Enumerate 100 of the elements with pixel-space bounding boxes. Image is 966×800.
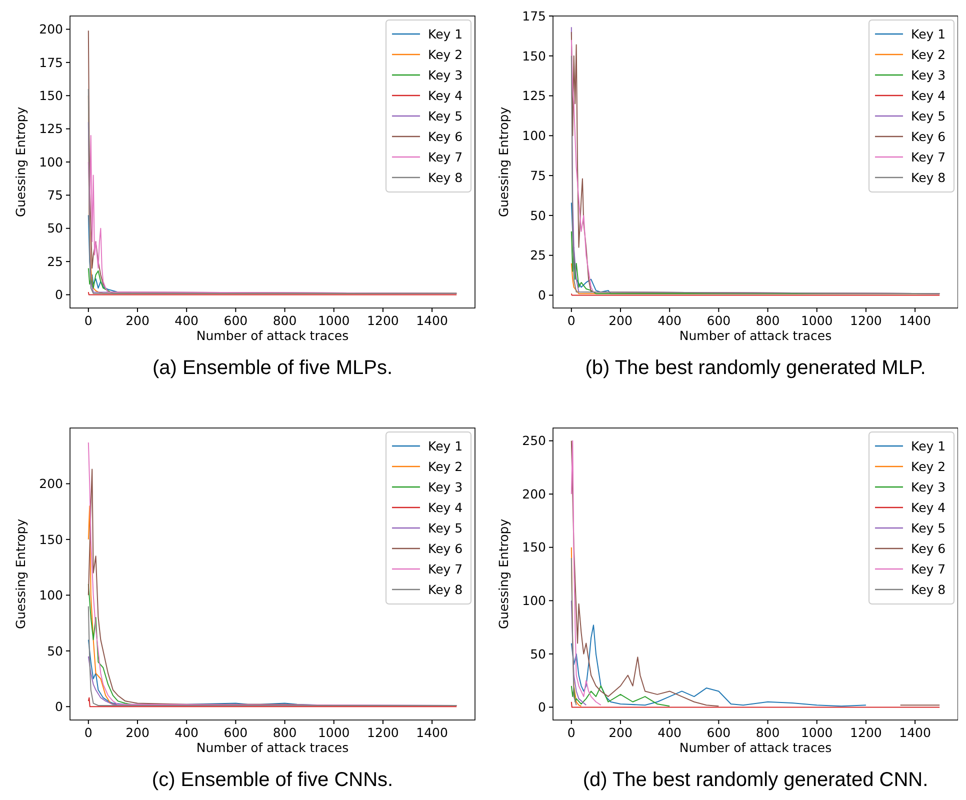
- legend-label: Key 7: [911, 561, 946, 576]
- y-tick-label: 25: [530, 248, 546, 263]
- y-axis-title: Guessing Entropy: [13, 106, 28, 218]
- text: (c) Ensemble of five CNNs.: [152, 769, 394, 791]
- x-tick-label: 600: [224, 313, 248, 328]
- y-axis-title: Guessing Entropy: [496, 106, 511, 218]
- y-tick-label: 75: [47, 188, 63, 203]
- x-tick-label: 0: [567, 313, 576, 328]
- x-tick-label: 1200: [367, 313, 399, 328]
- legend-label: Key 1: [428, 26, 463, 42]
- y-tick-label: 125: [522, 88, 546, 104]
- legend-label: Key 7: [911, 149, 946, 164]
- y-tick-label: 0: [55, 287, 64, 302]
- x-tick-label: 1000: [800, 313, 833, 328]
- x-tick-label: 0: [567, 725, 576, 740]
- y-tick-label: 150: [39, 88, 64, 104]
- x-axis-title: Number of attack traces: [679, 740, 832, 755]
- y-tick-label: 200: [522, 486, 546, 502]
- legend-label: Key 1: [428, 438, 463, 454]
- x-tick-label: 0: [84, 725, 92, 740]
- y-tick-label: 50: [47, 643, 64, 658]
- y-tick-label: 75: [530, 168, 546, 183]
- x-tick-label: 1400: [416, 313, 448, 328]
- x-tick-label: 600: [706, 725, 731, 740]
- legend-label: Key 7: [428, 149, 463, 164]
- x-tick-label: 1200: [367, 725, 399, 740]
- x-tick-label: 400: [658, 725, 682, 740]
- y-tick-label: 0: [55, 699, 64, 714]
- x-axis-title: Number of attack traces: [196, 328, 349, 343]
- legend-label: Key 5: [911, 108, 946, 124]
- x-tick-label: 1400: [899, 313, 931, 328]
- legend-label: Key 6: [911, 540, 946, 556]
- x-tick-label: 1200: [850, 313, 882, 328]
- y-tick-label: 50: [47, 220, 64, 236]
- y-tick-label: 50: [530, 208, 546, 223]
- legend-label: Key 4: [911, 500, 946, 515]
- legend-label: Key 3: [428, 479, 463, 494]
- legend-label: Key 7: [428, 561, 463, 576]
- x-tick-label: 600: [224, 725, 248, 740]
- x-tick-label: 400: [174, 313, 199, 328]
- x-axis-title: Number of attack traces: [679, 328, 832, 343]
- y-axis-title: Guessing Entropy: [13, 518, 28, 630]
- x-tick-label: 1400: [899, 725, 931, 740]
- x-tick-label: 200: [126, 725, 150, 740]
- y-tick-label: 100: [522, 593, 546, 608]
- y-tick-label: 0: [538, 288, 546, 303]
- x-tick-label: 800: [756, 725, 780, 740]
- legend-label: Key 5: [428, 520, 463, 536]
- y-tick-label: 150: [522, 48, 546, 64]
- x-tick-label: 1000: [318, 725, 350, 740]
- y-tick-label: 50: [530, 646, 546, 662]
- legend-label: Key 4: [428, 500, 463, 515]
- text: (d) The best randomly generated CNN.: [582, 769, 928, 791]
- x-tick-label: 800: [756, 313, 780, 328]
- x-tick-label: 200: [608, 313, 632, 328]
- y-tick-label: 100: [39, 154, 64, 170]
- legend-label: Key 8: [428, 170, 463, 185]
- legend-label: Key 2: [911, 458, 946, 474]
- y-tick-label: 25: [47, 254, 63, 269]
- legend-label: Key 5: [428, 108, 463, 124]
- legend-label: Key 2: [911, 46, 946, 62]
- x-tick-label: 600: [706, 313, 731, 328]
- y-tick-label: 200: [39, 22, 64, 37]
- legend-label: Key 1: [911, 26, 946, 42]
- y-tick-label: 200: [39, 476, 64, 492]
- y-tick-label: 250: [522, 433, 546, 448]
- text: (a) Ensemble of five MLPs.: [152, 357, 393, 379]
- legend-label: Key 4: [428, 88, 463, 103]
- y-tick-label: 175: [39, 54, 63, 70]
- legend-label: Key 3: [428, 67, 463, 82]
- legend-label: Key 2: [428, 458, 463, 474]
- text: (b) The best randomly generated MLP.: [585, 357, 926, 379]
- legend-label: Key 3: [911, 67, 946, 82]
- x-tick-label: 400: [658, 313, 682, 328]
- y-axis-title: Guessing Entropy: [496, 518, 511, 630]
- x-tick-label: 1000: [800, 725, 833, 740]
- legend-label: Key 6: [428, 128, 463, 144]
- x-tick-label: 1400: [416, 725, 448, 740]
- x-tick-label: 200: [608, 725, 632, 740]
- x-tick-label: 0: [84, 313, 92, 328]
- legend-label: Key 8: [428, 582, 463, 597]
- legend-label: Key 8: [911, 170, 946, 185]
- legend-label: Key 3: [911, 479, 946, 494]
- x-tick-label: 1000: [318, 313, 350, 328]
- legend-label: Key 2: [428, 46, 463, 62]
- y-tick-label: 0: [538, 700, 546, 715]
- x-tick-label: 800: [272, 313, 297, 328]
- y-tick-label: 100: [522, 128, 546, 144]
- x-tick-label: 800: [272, 725, 297, 740]
- legend-label: Key 6: [428, 540, 463, 556]
- legend-label: Key 5: [911, 520, 946, 536]
- legend-label: Key 8: [911, 582, 946, 597]
- x-tick-label: 1200: [850, 725, 882, 740]
- x-tick-label: 400: [174, 725, 199, 740]
- x-tick-label: 200: [126, 313, 150, 328]
- x-axis-title: Number of attack traces: [196, 740, 349, 755]
- legend-label: Key 6: [911, 128, 946, 144]
- legend-label: Key 4: [911, 88, 946, 103]
- y-tick-label: 150: [39, 532, 64, 547]
- y-tick-label: 100: [39, 588, 64, 603]
